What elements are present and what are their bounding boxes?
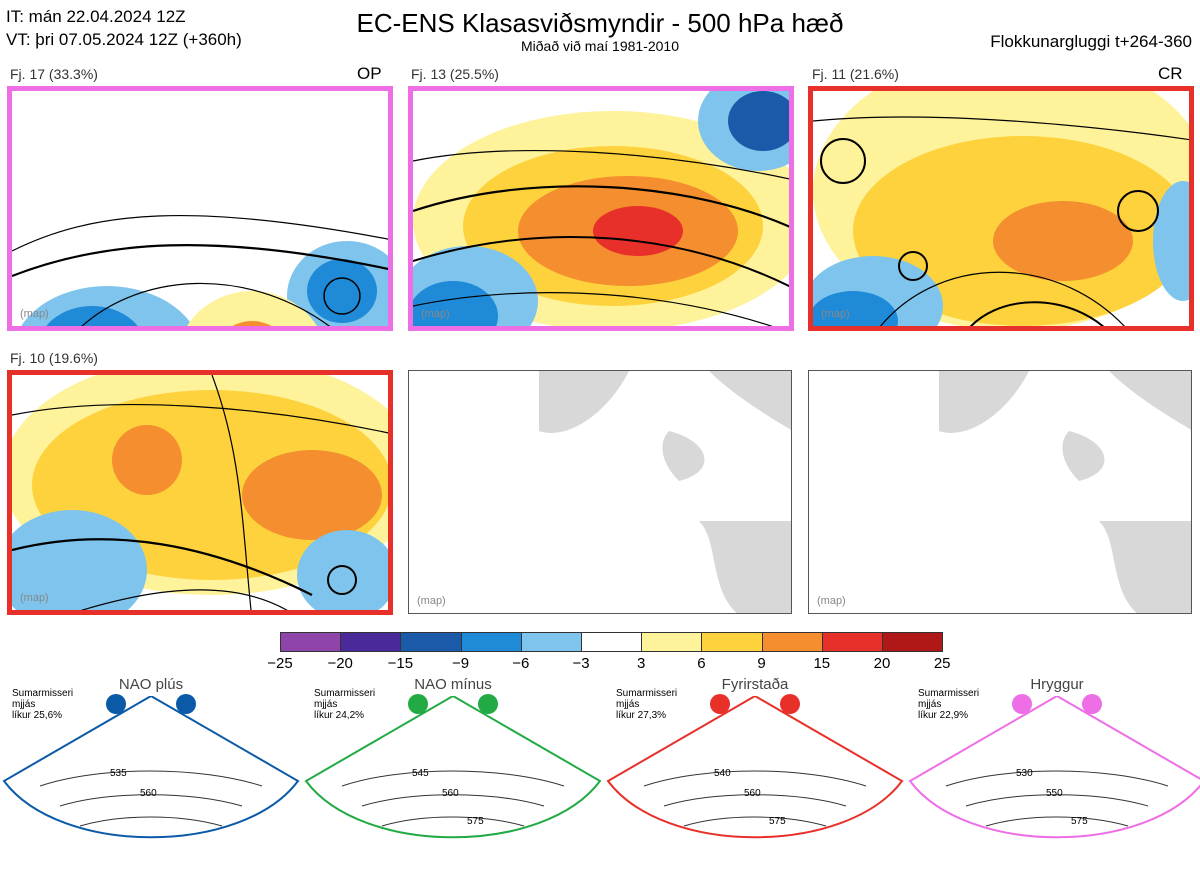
cluster-3-map: (map) [808,86,1194,331]
regime-map-graphic [908,696,1200,839]
colorbar-swatch [520,632,582,652]
regime-map-graphic [2,696,300,839]
colorbar-swatch [701,632,763,652]
regime-info: Sumarmisseri mjjás líkur 22,9% [918,688,980,721]
regime-dot-right [176,694,196,714]
regime-contour-label: 540 [714,768,731,779]
cluster-2-map-placeholder: (map) [421,308,450,320]
colorbar-tick-label: −9 [452,655,470,672]
cluster-4-map-graphic [12,375,388,610]
colorbar-tick-label: −25 [267,655,293,672]
regime-info: Sumarmisseri mjjás líkur 25,6% [12,688,74,721]
cluster-2-map: (map) [408,86,794,331]
cluster-4-map: (map) [7,370,393,615]
regime-contour-label: 560 [442,788,459,799]
cluster-3-map-graphic [813,91,1189,326]
regime-contour-label: 560 [744,788,761,799]
colorbar-swatch [280,632,342,652]
regime-dot-left [1012,694,1032,714]
colorbar-swatch [581,632,643,652]
colorbar-swatch [400,632,462,652]
regime-info: Sumarmisseri mjjás líkur 27,3% [616,688,678,721]
empty-map-panel-1-placeholder: (map) [417,595,446,607]
colorbar-tick-label: −15 [387,655,414,672]
regime-contour-label: 575 [1071,816,1088,827]
colorbar-swatch [460,632,522,652]
regime-info: Sumarmisseri mjjás líkur 24,2% [314,688,376,721]
empty-map-panel-1: (map) [408,370,792,614]
regime-name: Fyrirstaða [721,676,789,693]
cluster-1-map-graphic [12,214,388,326]
cluster-4-label: Fj. 10 (19.6%) [10,350,98,366]
regime-dot-left [710,694,730,714]
empty-map-panel-2-placeholder: (map) [817,595,846,607]
regime-map-graphic [606,696,904,839]
regime-dot-right [1082,694,1102,714]
empty-map-panel-2: (map) [808,370,1192,614]
regime-dot-right [478,694,498,714]
regime-dot-right [780,694,800,714]
cluster-4-map-placeholder: (map) [20,592,49,604]
regime-contour-label: 560 [140,788,157,799]
regime-name: Hryggur [1030,676,1084,693]
colorbar-tick-label: 15 [813,655,831,672]
colorbar: −25 −20 −15 −9 −6 −3 3 6 9 15 20 25 [267,632,951,672]
regime-dot-left [408,694,428,714]
regime-panel: Sumarmisseri mjjás líkur 27,3% Fyrirstaða… [604,676,906,871]
colorbar-tick-label: −3 [572,655,590,672]
colorbar-swatch [821,632,883,652]
colorbar-tick-label: 6 [697,655,706,672]
cluster-1-map: (map) [7,86,393,331]
regime-dot-left [106,694,126,714]
cluster-1-label: Fj. 17 (33.3%) [10,66,98,82]
colorbar-tick-label: −6 [512,655,530,672]
regime-panel: Sumarmisseri mjjás líkur 25,6% NAO plús 53… [0,676,302,871]
regime-contour-label: 575 [769,816,786,827]
colorbar-swatch [882,632,944,652]
cluster-2-map-graphic [413,91,789,326]
colorbar-tick-label: 3 [637,655,646,672]
colorbar-tick-label: 9 [757,655,766,672]
colorbar-swatch [340,632,402,652]
page-subtitle: Miðað við maí 1981-2010 [521,38,679,54]
initial-time: IT: mán 22.04.2024 12Z [6,7,186,26]
cluster-1-map-placeholder: (map) [20,308,49,320]
regime-panel: Sumarmisseri mjjás líkur 22,9% Hryggur 530… [906,676,1200,871]
regime-contour-label: 575 [467,816,484,827]
regime-contour-label: 535 [110,768,127,779]
cluster-3-tag: CR [1158,64,1183,83]
colorbar-tick-label: 20 [873,655,891,672]
cluster-3-map-placeholder: (map) [821,308,850,320]
empty-map-panel-2-graphic [939,371,1191,613]
colorbar-tick-label: 25 [933,655,951,672]
colorbar-tick-label: −20 [327,655,353,672]
classification-window: Flokkunargluggi t+264-360 [990,32,1192,51]
cluster-2-label: Fj. 13 (25.5%) [411,66,499,82]
cluster-1-tag: OP [357,64,382,83]
regime-contour-label: 530 [1016,768,1033,779]
regime-contour-label: 545 [412,768,429,779]
regime-name: NAO plús [118,676,184,693]
regime-map-graphic [304,696,602,839]
cluster-3-label: Fj. 11 (21.6%) [812,66,899,82]
colorbar-swatch [761,632,823,652]
empty-map-panel-1-graphic [539,371,791,613]
regime-panel: Sumarmisseri mjjás líkur 24,2% NAO mínus 5… [302,676,604,871]
valid-time: VT: þri 07.05.2024 12Z (+360h) [6,30,242,49]
regime-name: NAO mínus [414,676,492,693]
colorbar-swatch [641,632,703,652]
page-title: EC-ENS Klasasviðsmyndir - 500 hPa hæð [356,8,844,38]
regime-contour-label: 550 [1046,788,1063,799]
